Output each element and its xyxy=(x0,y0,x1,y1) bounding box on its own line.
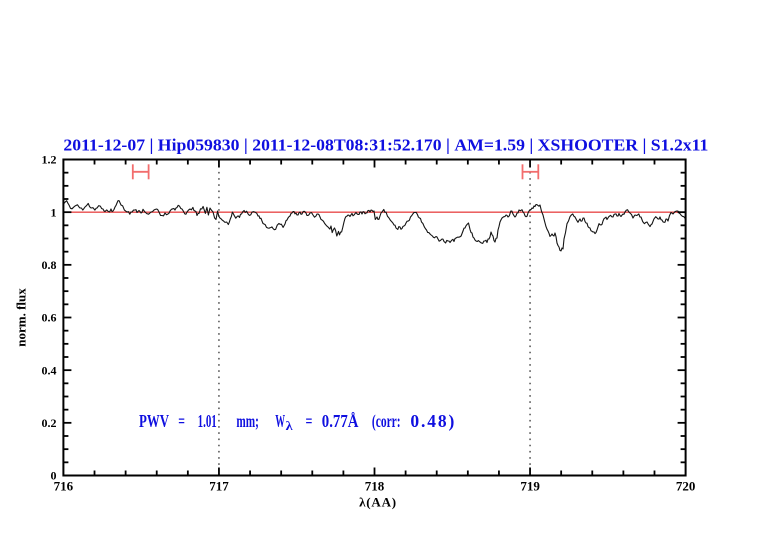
svg-text:(corr:: (corr: xyxy=(372,411,401,431)
svg-text:0: 0 xyxy=(51,469,57,483)
svg-text:718: 718 xyxy=(365,479,385,494)
svg-text:mm;: mm; xyxy=(236,411,259,431)
svg-text:=: = xyxy=(306,411,313,431)
svg-text:0.2: 0.2 xyxy=(42,416,57,430)
svg-text:λ: λ xyxy=(286,419,294,433)
svg-text:2011-12-07 | Hip059830 | 2011-: 2011-12-07 | Hip059830 | 2011-12-08T08:3… xyxy=(63,136,708,155)
svg-text:1.2: 1.2 xyxy=(42,153,57,167)
svg-text:0.8: 0.8 xyxy=(42,258,57,272)
svg-text:λ(AA): λ(AA) xyxy=(359,495,397,510)
svg-text:0.48): 0.48) xyxy=(410,411,454,431)
svg-text:0.4: 0.4 xyxy=(42,363,57,377)
svg-text:W: W xyxy=(275,411,285,431)
svg-text:720: 720 xyxy=(676,479,696,494)
svg-text:1.01: 1.01 xyxy=(198,411,217,431)
svg-text:PWV: PWV xyxy=(139,411,169,431)
svg-text:719: 719 xyxy=(520,479,540,494)
svg-text:0.77Å: 0.77Å xyxy=(322,411,359,431)
svg-text:=: = xyxy=(178,411,185,431)
svg-text:717: 717 xyxy=(209,479,229,494)
svg-text:0.6: 0.6 xyxy=(42,311,57,325)
svg-text:1: 1 xyxy=(51,205,57,219)
svg-text:norm. flux: norm. flux xyxy=(14,288,29,347)
svg-text:716: 716 xyxy=(54,479,74,494)
